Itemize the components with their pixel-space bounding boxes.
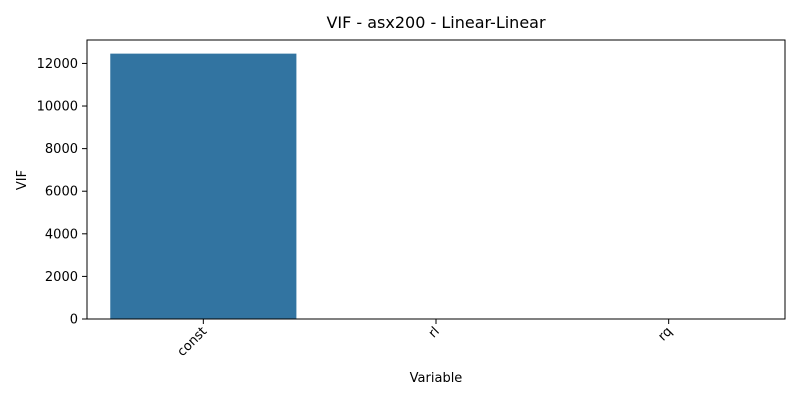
bar-const	[110, 53, 297, 320]
y-tick-label: 6000	[45, 185, 78, 200]
y-tick-label: 12000	[37, 57, 78, 72]
x-axis-label: Variable	[410, 371, 463, 386]
y-tick-label: 8000	[45, 142, 78, 157]
y-tick-label: 4000	[45, 227, 78, 242]
y-tick-label: 0	[70, 313, 78, 328]
y-tick-label: 10000	[37, 100, 78, 115]
plot-frame	[86, 39, 786, 320]
y-axis: 0 2000 4000 6000 8000 10000 12000	[37, 57, 87, 328]
y-tick-label: 2000	[45, 270, 78, 285]
bars-group	[110, 53, 762, 320]
y-axis-label: VIF	[15, 170, 30, 190]
chart-title: VIF - asx200 - Linear-Linear	[326, 13, 546, 32]
